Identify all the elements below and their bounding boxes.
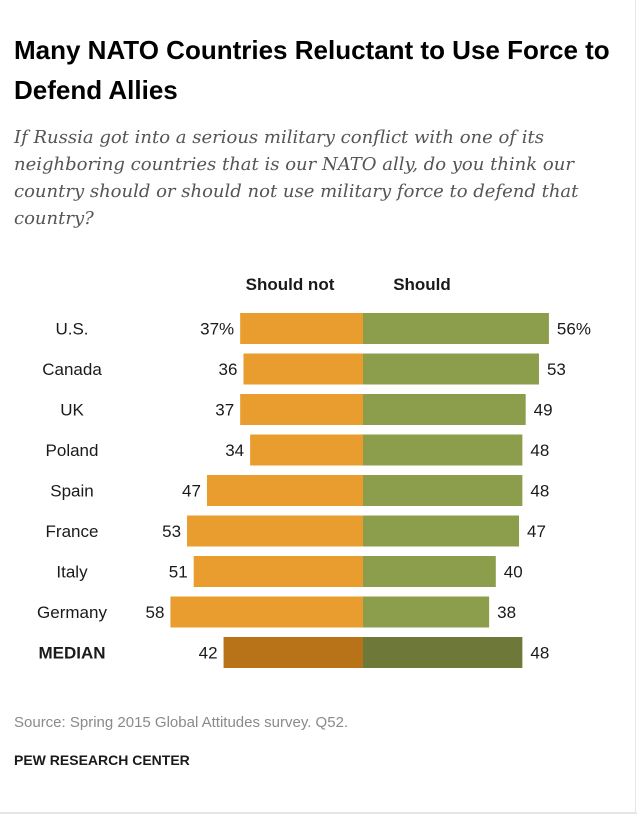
bottom-rule [0, 812, 637, 814]
bar-should-not [243, 353, 363, 385]
value-label-should-not: 34 [225, 441, 244, 460]
bar-should-not [187, 515, 363, 547]
category-label: France [46, 522, 99, 541]
value-label-should-not: 47 [182, 482, 201, 501]
value-label-should: 48 [530, 441, 549, 460]
bar-should [363, 353, 539, 385]
chart-subtitle: If Russia got into a serious military co… [14, 127, 579, 229]
category-label: Spain [50, 482, 93, 501]
diverging-bar-chart: Should not Should U.S. 37% 56% Canada 36 53 UK… [37, 275, 591, 668]
category-label: UK [60, 401, 84, 420]
category-label: Canada [42, 360, 102, 379]
bar-should-not [193, 556, 363, 587]
value-label-should-not: 51 [169, 563, 188, 582]
bar-should-not [250, 434, 363, 466]
legend-should: Should [393, 275, 451, 294]
bar-should [363, 434, 523, 466]
bar-should-not [206, 475, 363, 506]
chart-rows: U.S. 37% 56% Canada 36 53 UK 37 49 Poland 34 48 Spai… [37, 313, 591, 668]
source-note: Source: Spring 2015 Global Attitudes sur… [14, 714, 349, 731]
value-label-should: 49 [534, 401, 553, 420]
category-label: Germany [37, 603, 107, 622]
bar-should [363, 556, 496, 587]
value-label-should-not: 37% [200, 320, 234, 339]
value-label-should: 47 [527, 522, 546, 541]
bar-should [363, 637, 523, 668]
value-label-should: 56% [557, 320, 591, 339]
bar-should [363, 313, 549, 344]
bar-should [363, 475, 523, 506]
category-label: U.S. [55, 320, 88, 339]
value-label-should: 38 [497, 603, 516, 622]
value-label-should: 53 [547, 360, 566, 379]
value-label-should-not: 58 [146, 603, 165, 622]
value-label-should-not: 36 [219, 360, 238, 379]
credit-line: PEW RESEARCH CENTER [14, 752, 190, 768]
bar-should [363, 515, 520, 547]
category-label: MEDIAN [38, 644, 105, 663]
legend-should-not: Should not [246, 275, 335, 294]
value-label-should: 40 [504, 563, 523, 582]
category-label: Poland [46, 441, 99, 460]
value-label-should: 48 [530, 644, 549, 663]
bar-should-not [240, 394, 363, 425]
value-label-should-not: 37 [215, 401, 234, 420]
category-label: Italy [56, 563, 88, 582]
bar-should-not [240, 313, 363, 344]
bar-should-not [223, 637, 363, 668]
value-label-should-not: 42 [199, 644, 218, 663]
value-label-should-not: 53 [162, 522, 181, 541]
bar-should [363, 596, 490, 628]
chart-title: Many NATO Countries Reluctant to Use For… [14, 35, 610, 105]
value-label-should: 48 [530, 482, 549, 501]
bar-should [363, 394, 526, 425]
bar-should-not [170, 596, 363, 628]
